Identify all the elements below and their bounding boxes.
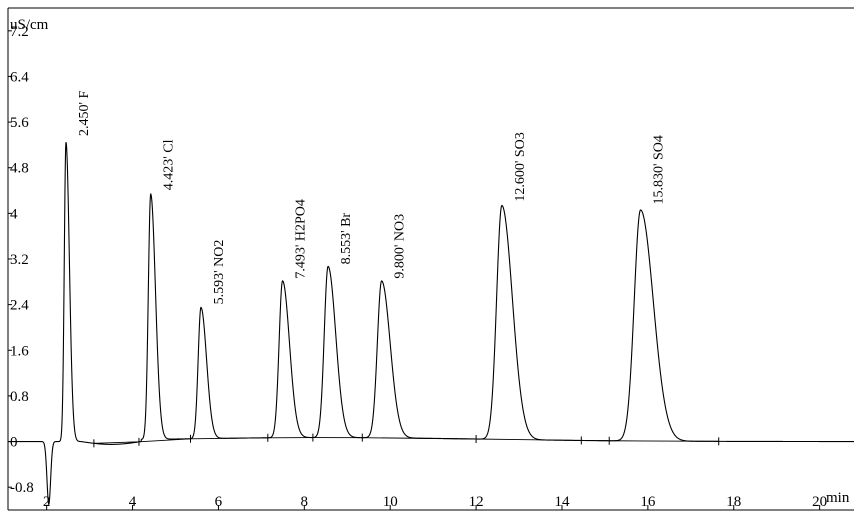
- x-tick-label: 18: [726, 494, 741, 510]
- x-axis-unit-label: min: [826, 490, 850, 506]
- y-tick-labels: 7.2 6.4 5.6 4.8 4 3.2 2.4 1.6 0.8 0 -0.8: [8, 24, 34, 496]
- peak-labels: 2.450' F 4.423' Cl 5.593' NO2 7.493' H2PO4 8…: [77, 91, 667, 305]
- y-tick-label: -0.8: [10, 480, 34, 496]
- y-tick-label: 1.6: [10, 343, 29, 359]
- x-tick-label: 8: [301, 494, 309, 510]
- peak-label: 7.493' H2PO4: [294, 199, 309, 279]
- peak-label: 5.593' NO2: [212, 240, 227, 305]
- y-tick-label: 5.6: [10, 115, 29, 131]
- x-tick-label: 6: [215, 494, 223, 510]
- x-tick-label: 10: [383, 494, 398, 510]
- y-tick-label: 7.2: [10, 24, 29, 40]
- y-tick-label: 4: [10, 206, 18, 222]
- y-axis-unit-label: uS/cm: [10, 17, 49, 33]
- x-tick-labels: 2 4 6 8 10 12 14 16 18 20: [43, 494, 827, 510]
- y-tick-label: 6.4: [10, 69, 29, 85]
- signal-line: [8, 142, 854, 506]
- x-tick-label: 12: [469, 494, 484, 510]
- y-tick-label: 4.8: [10, 161, 29, 177]
- signal-trace: [8, 142, 854, 506]
- baseline-segment: [93, 441, 139, 444]
- x-tick-label: 14: [554, 494, 570, 510]
- peak-label: 4.423' Cl: [162, 139, 177, 190]
- y-tick-label: 2.4: [10, 298, 29, 314]
- peak-label: 9.800' NO3: [393, 214, 408, 279]
- peak-label: 2.450' F: [77, 91, 92, 137]
- y-tick-label: 0: [10, 435, 18, 451]
- peak-label: 8.553' Br: [339, 213, 354, 265]
- peak-label: 12.600' SO3: [513, 132, 528, 201]
- y-tick-label: 0.8: [10, 389, 29, 405]
- x-tick-label: 2: [43, 494, 51, 510]
- peak-label: 15.830' SO4: [652, 135, 667, 204]
- x-tick-label: 20: [812, 494, 827, 510]
- x-tick-label: 16: [640, 494, 656, 510]
- y-tick-label: 3.2: [10, 252, 29, 268]
- x-tick-label: 4: [129, 494, 137, 510]
